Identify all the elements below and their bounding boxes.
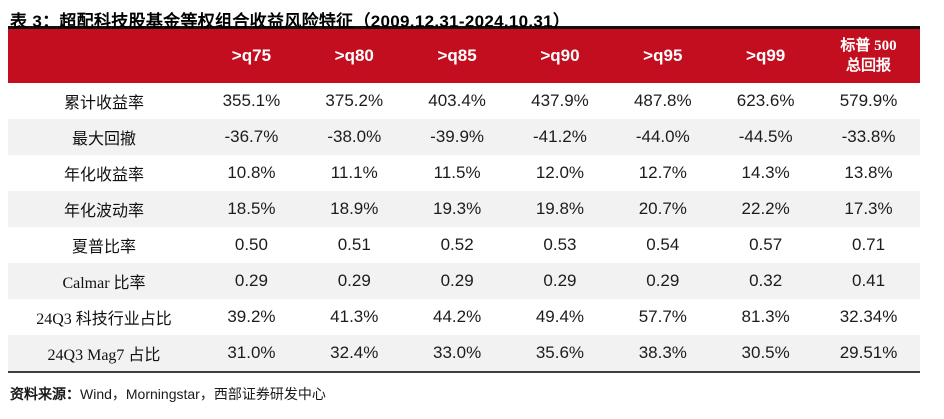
table-cell: 0.29 bbox=[646, 271, 680, 290]
column-header-q80: >q80 bbox=[302, 29, 406, 83]
table-cell: 375.2% bbox=[325, 91, 384, 110]
source-text: Wind，Morningstar，西部证券研发中心 bbox=[80, 386, 326, 402]
column-header-q90: >q90 bbox=[508, 29, 612, 83]
table-cell: 0.50 bbox=[234, 235, 268, 254]
sp500-header-line2: 总回报 bbox=[846, 58, 892, 74]
table-cell: 41.3% bbox=[330, 307, 379, 326]
column-header-q95: >q95 bbox=[611, 29, 715, 83]
table-row: 累计收益率 355.1% 375.2% 403.4% 437.9% 487.8% 623.6… bbox=[8, 83, 920, 119]
table-cell: 18.5% bbox=[227, 199, 276, 218]
table-cell: 32.34% bbox=[839, 307, 898, 326]
table-cell: 44.2% bbox=[433, 307, 482, 326]
table-cell: 623.6% bbox=[736, 91, 795, 110]
table-cell: 32.4% bbox=[330, 343, 379, 362]
table-cell: 0.29 bbox=[337, 271, 371, 290]
table-row: 年化收益率 10.8% 11.1% 11.5% 12.0% 12.7% 14.3% 13.8% bbox=[8, 155, 920, 191]
table-cell: 35.6% bbox=[535, 343, 585, 362]
row-label: 年化收益率 bbox=[63, 167, 144, 184]
table-cell: 487.8% bbox=[633, 91, 692, 110]
table-cell: 17.3% bbox=[844, 199, 893, 218]
row-label: 最大回撤 bbox=[71, 131, 136, 148]
table-cell: -39.9% bbox=[430, 127, 485, 146]
table-cell: 39.2% bbox=[227, 307, 276, 326]
table-top-rule bbox=[8, 26, 920, 29]
table-cell: 0.32 bbox=[749, 271, 783, 290]
row-label: 夏普比率 bbox=[71, 239, 136, 256]
table-cell: 22.2% bbox=[741, 199, 790, 218]
table-cell: 18.9% bbox=[330, 199, 379, 218]
table-cell: 0.52 bbox=[440, 235, 474, 254]
table-cell: 437.9% bbox=[531, 91, 589, 110]
table-cell: 12.7% bbox=[638, 163, 687, 182]
table-cell: 30.5% bbox=[741, 343, 790, 362]
table-cell: 0.51 bbox=[337, 235, 371, 254]
table-row: 24Q3 科技行业占比 39.2% 41.3% 44.2% 49.4% 57.7% 81.3… bbox=[8, 299, 920, 335]
table-cell: 19.8% bbox=[535, 199, 585, 218]
table-row: 最大回撤 -36.7% -38.0% -39.9% -41.2% -44.0% -44.5%… bbox=[8, 119, 920, 155]
table-cell: 0.54 bbox=[646, 235, 680, 254]
column-header-q75: >q75 bbox=[200, 29, 303, 83]
table-cell: 20.7% bbox=[638, 199, 687, 218]
table-cell: 0.29 bbox=[543, 271, 577, 290]
column-header-sp500-total-return: 标普 500 总回报 bbox=[817, 29, 920, 83]
sp500-header-line1: 标普 500 bbox=[840, 38, 897, 54]
data-table-wrap: >q75 >q80 >q85 >q90 >q95 >q99 标普 500 总回报… bbox=[8, 26, 920, 373]
page-title: 表 3：超配科技股基金等权组合收益风险特征（2009.12.31-2024.10… bbox=[10, 12, 571, 31]
table-cell: 14.3% bbox=[741, 163, 790, 182]
table-cell: -36.7% bbox=[224, 127, 279, 146]
table-cell: 0.29 bbox=[234, 271, 268, 290]
row-label: 24Q3 科技行业占比 bbox=[36, 311, 172, 328]
table-bottom-rule bbox=[8, 371, 920, 373]
column-header-q85: >q85 bbox=[405, 29, 509, 83]
table-cell: 355.1% bbox=[222, 91, 281, 110]
table-cell: 11.5% bbox=[433, 163, 481, 182]
row-label: Calmar 比率 bbox=[62, 275, 146, 292]
table-cell: 0.57 bbox=[749, 235, 783, 254]
table-cell: 29.51% bbox=[839, 343, 898, 362]
table-body: 累计收益率 355.1% 375.2% 403.4% 437.9% 487.8% 623.6… bbox=[8, 83, 920, 371]
table-cell: 81.3% bbox=[741, 307, 790, 326]
table-row: 24Q3 Mag7 占比 31.0% 32.4% 33.0% 35.6% 38.3% 30.… bbox=[8, 335, 920, 371]
table-cell: 13.8% bbox=[844, 163, 893, 182]
table-cell: 31.0% bbox=[227, 343, 276, 362]
table-row: 夏普比率 0.50 0.51 0.52 0.53 0.54 0.57 0.71 bbox=[8, 227, 920, 263]
column-header-q99: >q99 bbox=[714, 29, 818, 83]
source-line: 资料来源：Wind，Morningstar，西部证券研发中心 bbox=[10, 384, 944, 404]
table-cell: 57.7% bbox=[638, 307, 687, 326]
row-label: 24Q3 Mag7 占比 bbox=[47, 347, 161, 364]
table-cell: 12.0% bbox=[535, 163, 585, 182]
table-cell: 0.71 bbox=[851, 235, 886, 254]
table-cell: 38.3% bbox=[638, 343, 687, 362]
table-cell: 403.4% bbox=[428, 91, 486, 110]
table-cell: 10.8% bbox=[227, 163, 276, 182]
returns-risk-table: >q75 >q80 >q85 >q90 >q95 >q99 标普 500 总回报… bbox=[8, 29, 920, 371]
table-cell: 33.0% bbox=[433, 343, 482, 362]
table-cell: 11.1% bbox=[330, 163, 378, 182]
table-cell: -33.8% bbox=[841, 127, 896, 146]
table-cell: 579.9% bbox=[839, 91, 898, 110]
table-cell: -38.0% bbox=[327, 127, 382, 146]
header-label-spacer bbox=[8, 29, 200, 83]
table-cell: 19.3% bbox=[433, 199, 482, 218]
table-cell: 0.29 bbox=[440, 271, 474, 290]
table-cell: 0.41 bbox=[851, 271, 886, 290]
table-row: Calmar 比率 0.29 0.29 0.29 0.29 0.29 0.32 0.41 bbox=[8, 263, 920, 299]
table-cell: 0.53 bbox=[543, 235, 577, 254]
row-label: 累计收益率 bbox=[63, 95, 144, 112]
table-cell: -41.2% bbox=[533, 127, 587, 146]
source-label: 资料来源： bbox=[10, 388, 80, 403]
table-cell: -44.5% bbox=[738, 127, 793, 146]
table-cell: -44.0% bbox=[635, 127, 690, 146]
row-label: 年化波动率 bbox=[63, 203, 144, 220]
table-cell: 49.4% bbox=[535, 307, 585, 326]
table-header-row: >q75 >q80 >q85 >q90 >q95 >q99 标普 500 总回报 bbox=[8, 29, 920, 83]
table-row: 年化波动率 18.5% 18.9% 19.3% 19.8% 20.7% 22.2% 17.3% bbox=[8, 191, 920, 227]
